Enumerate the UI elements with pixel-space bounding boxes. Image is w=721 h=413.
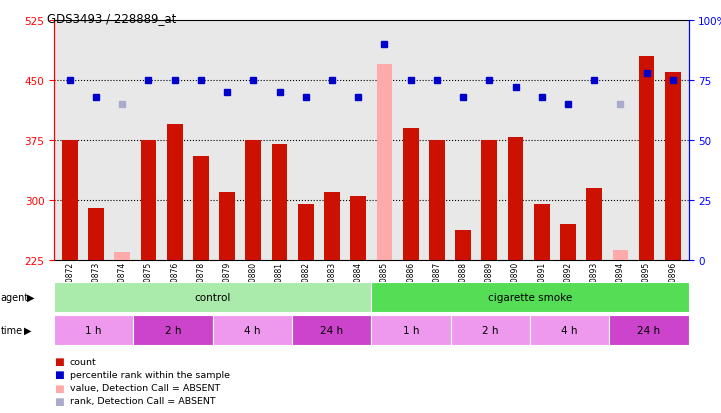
Text: time: time: [1, 325, 23, 335]
Bar: [54, 315, 133, 345]
Text: ▶: ▶: [27, 292, 35, 302]
Text: control: control: [195, 292, 231, 302]
Text: 1 h: 1 h: [403, 325, 419, 335]
Bar: [451, 315, 530, 345]
Text: value, Detection Call = ABSENT: value, Detection Call = ABSENT: [70, 383, 220, 392]
Bar: [371, 282, 689, 312]
Bar: [245, 140, 261, 260]
Text: ■: ■: [54, 370, 64, 380]
Bar: [133, 315, 213, 345]
Bar: [613, 251, 628, 260]
Bar: [272, 145, 288, 260]
Bar: [639, 57, 655, 260]
Bar: [193, 157, 209, 260]
Bar: [534, 204, 549, 260]
Text: ■: ■: [54, 396, 64, 406]
Bar: [560, 224, 576, 260]
Text: percentile rank within the sample: percentile rank within the sample: [70, 370, 230, 379]
Bar: [324, 192, 340, 260]
Bar: [609, 315, 689, 345]
Text: 2 h: 2 h: [165, 325, 181, 335]
Bar: [141, 140, 156, 260]
Bar: [429, 140, 445, 260]
Text: 2 h: 2 h: [482, 325, 498, 335]
Bar: [167, 124, 182, 260]
Bar: [350, 196, 366, 260]
Bar: [54, 282, 371, 312]
Text: 1 h: 1 h: [86, 325, 102, 335]
Bar: [62, 140, 78, 260]
Text: cigarette smoke: cigarette smoke: [488, 292, 572, 302]
Text: 24 h: 24 h: [637, 325, 660, 335]
Bar: [586, 188, 602, 260]
Text: 4 h: 4 h: [562, 325, 578, 335]
Text: ■: ■: [54, 383, 64, 393]
Text: GDS3493 / 228889_at: GDS3493 / 228889_at: [47, 12, 176, 25]
Bar: [482, 140, 497, 260]
Bar: [88, 208, 104, 260]
Bar: [115, 252, 130, 260]
Bar: [403, 128, 418, 260]
Text: ▶: ▶: [24, 325, 31, 335]
Bar: [455, 230, 471, 260]
Bar: [298, 204, 314, 260]
Bar: [665, 73, 681, 260]
Bar: [219, 192, 235, 260]
Text: agent: agent: [1, 292, 29, 302]
Bar: [530, 315, 609, 345]
Bar: [376, 64, 392, 260]
Bar: [508, 138, 523, 260]
Text: 24 h: 24 h: [320, 325, 343, 335]
Bar: [371, 315, 451, 345]
Text: ■: ■: [54, 356, 64, 366]
Bar: [213, 315, 292, 345]
Text: 4 h: 4 h: [244, 325, 260, 335]
Text: count: count: [70, 357, 97, 366]
Bar: [292, 315, 371, 345]
Text: rank, Detection Call = ABSENT: rank, Detection Call = ABSENT: [70, 396, 216, 406]
